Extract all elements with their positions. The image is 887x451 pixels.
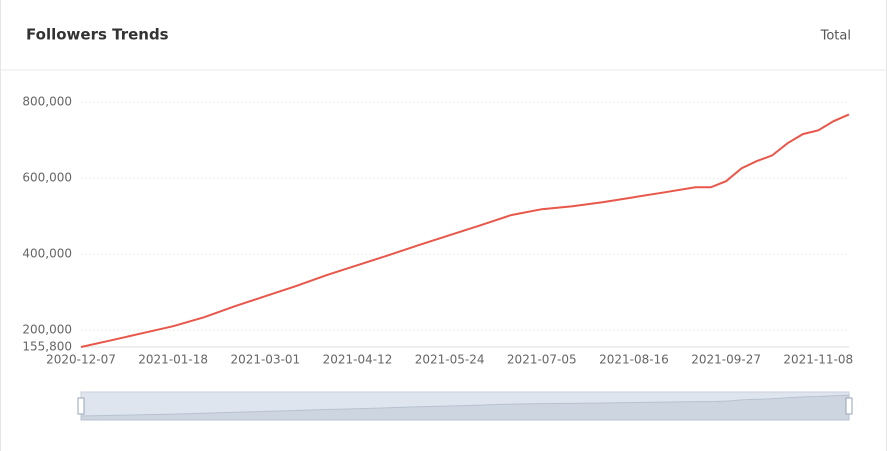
slider-preview bbox=[80, 394, 850, 421]
x-tick-label: 2021-09-27 bbox=[691, 353, 761, 367]
x-tick-label: 2021-08-16 bbox=[599, 353, 669, 367]
chart-title: Followers Trends bbox=[26, 26, 169, 44]
x-tick-label: 2020-12-07 bbox=[46, 353, 116, 367]
x-tick-label: 2021-11-08 bbox=[783, 353, 853, 367]
y-tick-label: 800,000 bbox=[22, 95, 72, 109]
slider-handle[interactable] bbox=[77, 397, 85, 415]
slider-handle[interactable] bbox=[845, 397, 853, 415]
x-tick-label: 2021-03-01 bbox=[230, 353, 300, 367]
line bbox=[80, 113, 850, 348]
y-tick-label: 400,000 bbox=[22, 247, 72, 261]
x-tick-label: 2021-07-05 bbox=[507, 353, 577, 367]
total-button[interactable]: Total bbox=[820, 29, 851, 44]
y-tick-label: 200,000 bbox=[22, 323, 72, 337]
x-tick-label: 2021-01-18 bbox=[138, 353, 208, 367]
y-tick-label: 155,800 bbox=[22, 340, 72, 354]
y-tick-label: 600,000 bbox=[22, 171, 72, 185]
x-tick-label: 2021-04-12 bbox=[323, 353, 393, 367]
x-tick-label: 2021-05-24 bbox=[415, 353, 485, 367]
